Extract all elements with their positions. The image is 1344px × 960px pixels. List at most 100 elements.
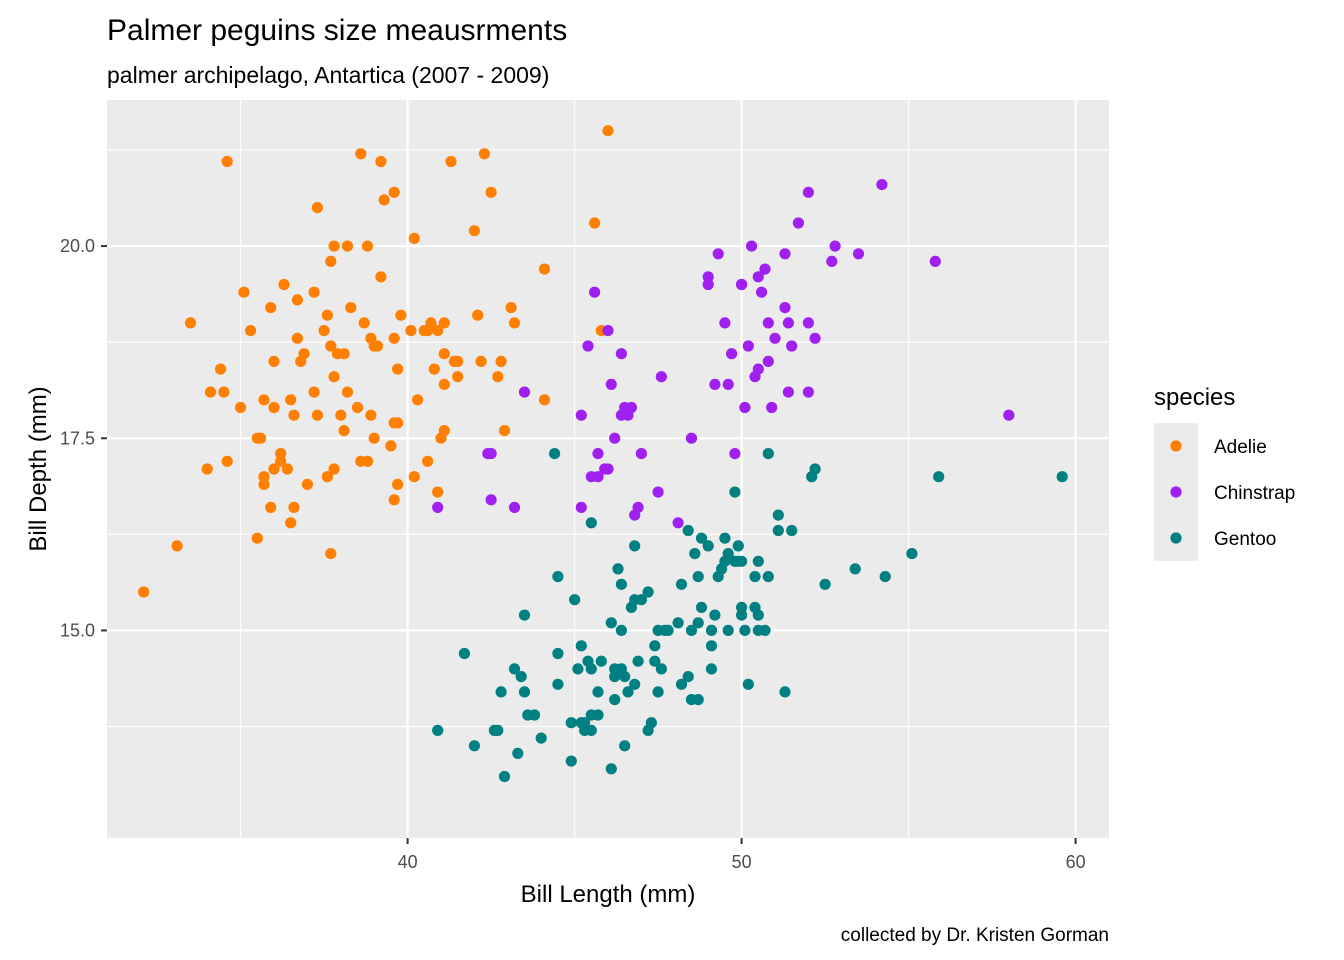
data-point [622, 686, 634, 698]
data-point [278, 278, 290, 291]
data-point [245, 325, 257, 337]
data-point [325, 255, 337, 267]
data-point [589, 286, 601, 298]
data-point [702, 278, 714, 291]
data-point [318, 325, 330, 337]
data-point [505, 302, 517, 314]
major-gridlines [107, 100, 1109, 838]
data-point [321, 309, 333, 321]
data-point [452, 355, 464, 367]
data-point [395, 309, 407, 321]
data-point [575, 640, 587, 652]
data-point [739, 624, 751, 637]
data-point [685, 624, 698, 637]
data-point [565, 717, 577, 729]
data-point [388, 186, 400, 198]
data-point [498, 425, 511, 437]
data-point [1003, 409, 1015, 421]
data-point [772, 509, 784, 521]
data-point [535, 732, 547, 744]
data-point [589, 217, 601, 229]
data-point [933, 471, 945, 483]
data-point [782, 386, 795, 398]
data-point [782, 317, 795, 329]
data-point [508, 663, 521, 675]
data-point [258, 394, 270, 406]
data-point [298, 348, 310, 360]
data-point [438, 317, 450, 329]
legend-items: Adelie Chinstrap Gentoo [1154, 423, 1295, 561]
data-point [452, 371, 464, 383]
data-point [746, 240, 758, 252]
data-point [569, 594, 581, 606]
data-point [171, 540, 183, 552]
data-point [218, 386, 230, 398]
data-point [258, 471, 270, 483]
data-point [308, 286, 320, 298]
data-point [779, 686, 791, 698]
data-point [632, 655, 644, 667]
data-point [285, 517, 297, 529]
data-point [762, 571, 774, 583]
x-axis: 40 50 60 [398, 838, 1086, 872]
data-point [255, 432, 267, 444]
data-point [675, 678, 688, 690]
data-point [221, 455, 233, 467]
y-axis: 15.0 17.5 20.0 [60, 236, 107, 640]
data-point [392, 478, 404, 490]
data-point [575, 501, 587, 513]
data-point [565, 755, 577, 767]
data-point [762, 317, 774, 329]
data-point [492, 724, 504, 737]
chart-title: Palmer peguins size meausrments [107, 14, 567, 47]
data-point [819, 578, 831, 590]
data-point [729, 448, 741, 460]
data-point [268, 401, 280, 414]
data-point [358, 317, 370, 329]
data-point [405, 325, 417, 337]
data-point [552, 571, 564, 583]
data-point [749, 371, 761, 383]
data-point [762, 355, 774, 367]
data-point [682, 671, 694, 683]
data-point [572, 663, 584, 675]
data-point [432, 486, 444, 498]
y-tick-label: 20.0 [60, 236, 95, 256]
data-point [288, 501, 300, 513]
data-point [341, 386, 354, 398]
data-point [722, 548, 734, 560]
data-point [552, 678, 564, 690]
data-point [445, 155, 457, 168]
data-point [375, 271, 387, 283]
data-point [642, 586, 654, 598]
data-point [582, 340, 594, 352]
data-point [438, 378, 450, 390]
series-chinstrap [432, 179, 1015, 529]
data-point [592, 471, 604, 483]
data-point [635, 448, 648, 460]
data-point [762, 448, 774, 460]
data-point [375, 155, 387, 168]
data-point [605, 378, 617, 390]
x-tick-label: 60 [1066, 852, 1086, 872]
data-point [328, 371, 340, 383]
data-point [518, 609, 531, 621]
data-point [632, 501, 644, 513]
data-point [809, 332, 821, 344]
data-point [341, 240, 354, 252]
data-point [1056, 471, 1068, 483]
data-point [422, 455, 434, 467]
data-point [752, 555, 764, 567]
data-point [655, 663, 668, 675]
data-point [321, 471, 333, 483]
data-point [712, 248, 724, 260]
data-point [672, 617, 684, 629]
data-point [772, 524, 784, 537]
data-point [365, 409, 377, 421]
data-point [592, 686, 604, 698]
data-point [779, 248, 791, 260]
data-point [602, 125, 614, 137]
data-point [585, 663, 597, 675]
data-point [739, 401, 751, 414]
legend-key-chinstrap [1170, 486, 1182, 498]
